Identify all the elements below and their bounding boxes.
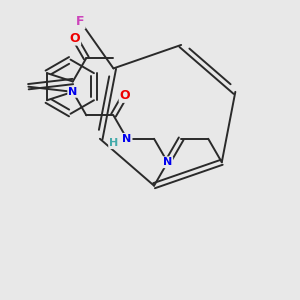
Text: O: O [70, 32, 80, 45]
Text: N: N [68, 87, 77, 97]
Text: O: O [120, 89, 130, 102]
Text: H: H [109, 138, 119, 148]
Text: F: F [76, 15, 85, 28]
Text: N: N [122, 134, 132, 144]
Text: N: N [163, 157, 172, 167]
